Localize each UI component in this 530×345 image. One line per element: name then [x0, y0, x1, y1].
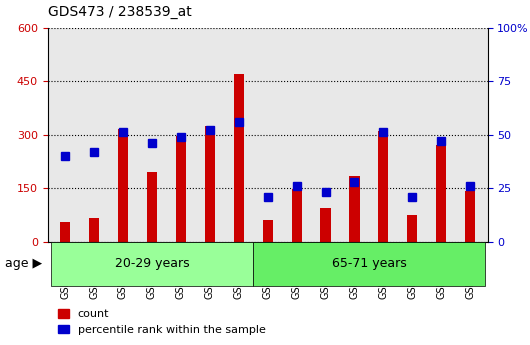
Text: 20-29 years: 20-29 years: [114, 257, 189, 270]
Bar: [321, 208, 331, 242]
Bar: [378, 131, 388, 241]
Bar: [205, 126, 215, 242]
Legend: count, percentile rank within the sample: count, percentile rank within the sample: [53, 305, 270, 339]
Bar: [60, 222, 70, 242]
Bar: [176, 136, 186, 242]
Text: age ▶: age ▶: [5, 257, 42, 270]
Bar: [118, 129, 128, 242]
Bar: [465, 191, 475, 242]
Bar: [262, 220, 273, 242]
Bar: [89, 218, 99, 241]
Bar: [234, 74, 244, 242]
Text: 65-71 years: 65-71 years: [332, 257, 407, 270]
Bar: [436, 145, 446, 242]
Bar: [147, 172, 157, 242]
Text: GDS473 / 238539_at: GDS473 / 238539_at: [48, 5, 191, 19]
Bar: [349, 176, 359, 241]
Bar: [292, 189, 302, 241]
Bar: [407, 215, 418, 242]
